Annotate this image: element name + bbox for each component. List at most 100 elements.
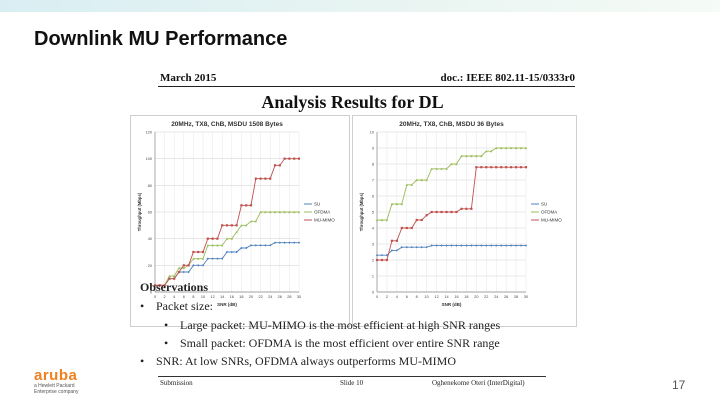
x-tick-label: 28 bbox=[514, 295, 518, 299]
data-point-mu-mimo bbox=[440, 210, 443, 214]
data-point-su bbox=[390, 249, 394, 252]
data-point-ofdma bbox=[192, 257, 195, 260]
data-point-ofdma bbox=[197, 257, 200, 260]
data-point-ofdma bbox=[509, 146, 513, 150]
data-point-mu-mimo bbox=[293, 157, 296, 160]
bullet-dot-icon: • bbox=[164, 336, 169, 350]
y-tick-label: 100 bbox=[146, 157, 152, 161]
data-point-ofdma bbox=[182, 266, 185, 270]
footer-right: Oghenekome Oteri (InterDigital) bbox=[432, 379, 525, 387]
series-line-ofdma bbox=[155, 211, 299, 286]
y-tick-label: 10 bbox=[370, 131, 374, 135]
data-point-mu-mimo bbox=[216, 237, 219, 240]
data-point-mu-mimo bbox=[235, 224, 238, 227]
data-point-mu-mimo bbox=[425, 214, 428, 217]
legend-label: MU-MIMO bbox=[314, 218, 335, 223]
x-tick-label: 20 bbox=[474, 295, 478, 299]
data-point-su bbox=[192, 264, 195, 267]
bullet-dot-icon: • bbox=[140, 299, 145, 313]
y-tick-label: 4 bbox=[372, 227, 374, 231]
x-tick-label: 10 bbox=[201, 295, 205, 299]
data-point-ofdma bbox=[405, 183, 408, 186]
data-point-ofdma bbox=[400, 202, 404, 206]
data-point-su bbox=[400, 246, 404, 249]
x-axis-label: SNR (dB) bbox=[217, 302, 237, 307]
data-point-mu-mimo bbox=[153, 284, 157, 287]
data-point-su bbox=[435, 244, 438, 247]
data-point-mu-mimo bbox=[273, 164, 277, 167]
data-point-mu-mimo bbox=[450, 210, 453, 214]
x-axis-label: SNR (dB) bbox=[442, 302, 462, 307]
chart-title: 20MHz, TX8, ChB, MSDU 1508 Bytes bbox=[171, 121, 283, 128]
data-point-mu-mimo bbox=[225, 224, 229, 227]
data-point-ofdma bbox=[465, 154, 468, 158]
data-point-su bbox=[197, 264, 200, 267]
data-point-su bbox=[380, 254, 384, 257]
data-point-su bbox=[420, 246, 423, 249]
data-point-mu-mimo bbox=[380, 258, 384, 262]
x-tick-label: 8 bbox=[192, 295, 194, 299]
x-tick-label: 6 bbox=[183, 295, 185, 299]
data-point-mu-mimo bbox=[524, 166, 528, 169]
series-line-su bbox=[377, 245, 526, 256]
data-point-ofdma bbox=[485, 150, 488, 153]
x-tick-label: 26 bbox=[504, 295, 508, 299]
data-point-su bbox=[385, 254, 389, 257]
data-point-mu-mimo bbox=[192, 250, 195, 254]
data-point-mu-mimo bbox=[254, 177, 257, 180]
y-tick-label: 0 bbox=[372, 291, 374, 295]
x-tick-label: 16 bbox=[454, 295, 458, 299]
data-point-ofdma bbox=[495, 146, 498, 150]
data-point-ofdma bbox=[440, 167, 443, 170]
data-point-ofdma bbox=[430, 167, 433, 170]
data-point-ofdma bbox=[249, 220, 253, 223]
x-tick-label: 2 bbox=[164, 295, 166, 299]
data-point-ofdma bbox=[283, 210, 286, 214]
x-tick-label: 0 bbox=[154, 295, 156, 299]
x-tick-label: 4 bbox=[173, 295, 175, 299]
x-tick-label: 0 bbox=[376, 295, 378, 299]
data-point-mu-mimo bbox=[465, 207, 468, 210]
data-point-ofdma bbox=[514, 146, 518, 150]
x-tick-label: 22 bbox=[258, 295, 262, 299]
data-point-ofdma bbox=[490, 150, 493, 153]
series-line-mu-mimo bbox=[155, 158, 299, 286]
data-point-su bbox=[395, 249, 399, 252]
data-point-ofdma bbox=[410, 183, 413, 186]
y-tick-label: 9 bbox=[372, 147, 374, 151]
series-line-ofdma bbox=[377, 147, 526, 221]
data-point-su bbox=[470, 244, 473, 247]
data-point-ofdma bbox=[499, 146, 503, 150]
x-tick-label: 10 bbox=[425, 295, 429, 299]
data-point-ofdma bbox=[264, 210, 267, 214]
legend-label: SU bbox=[314, 202, 320, 207]
data-point-mu-mimo bbox=[410, 226, 413, 230]
data-point-mu-mimo bbox=[430, 210, 433, 214]
data-point-ofdma bbox=[211, 244, 214, 247]
data-point-ofdma bbox=[206, 244, 209, 247]
bullet-text: SNR: At low SNRs, OFDMA always outperfor… bbox=[156, 354, 457, 368]
data-point-su bbox=[211, 257, 214, 260]
data-point-ofdma bbox=[385, 218, 389, 222]
data-point-su bbox=[273, 241, 277, 244]
data-point-su bbox=[278, 241, 281, 244]
x-tick-label: 20 bbox=[249, 295, 253, 299]
x-tick-label: 14 bbox=[220, 295, 224, 299]
data-point-mu-mimo bbox=[297, 157, 301, 160]
data-point-mu-mimo bbox=[168, 277, 171, 280]
data-point-su bbox=[514, 244, 518, 247]
y-tick-label: 7 bbox=[372, 179, 374, 183]
data-point-su bbox=[206, 257, 209, 260]
data-point-mu-mimo bbox=[475, 166, 478, 169]
data-point-mu-mimo bbox=[460, 207, 463, 210]
data-point-mu-mimo bbox=[278, 164, 281, 167]
header-divider bbox=[158, 86, 575, 87]
footer-center: Slide 10 bbox=[340, 379, 364, 387]
chart-small-packet-svg: 20MHz, TX8, ChB, MSDU 36 Bytes0123456789… bbox=[359, 121, 562, 307]
data-point-mu-mimo bbox=[505, 166, 508, 169]
data-point-mu-mimo bbox=[230, 224, 233, 227]
data-point-su bbox=[460, 244, 463, 247]
data-point-ofdma bbox=[519, 146, 523, 150]
data-point-mu-mimo bbox=[211, 237, 214, 240]
data-point-su bbox=[495, 244, 498, 247]
